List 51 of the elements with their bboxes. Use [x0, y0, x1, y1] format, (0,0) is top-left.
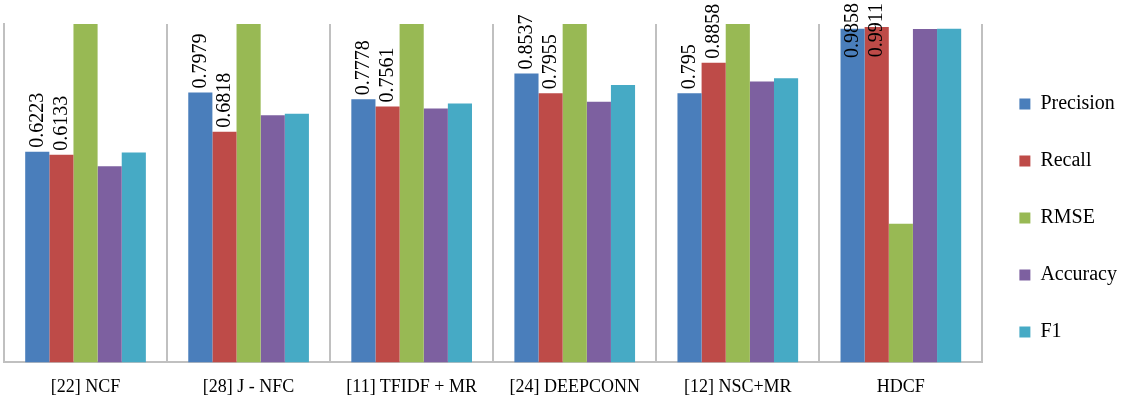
data-label: 0.7955 [537, 34, 560, 90]
data-label: 0.795 [676, 44, 699, 90]
bar [514, 73, 539, 363]
bar [236, 24, 261, 363]
data-label: 0.6223 [24, 92, 47, 148]
bar [701, 62, 726, 363]
data-label: 0.8858 [700, 3, 723, 59]
bar [749, 81, 774, 363]
x-tick-label: [28] J - NFC [202, 375, 295, 396]
bar [586, 101, 611, 363]
bar [423, 108, 448, 363]
bar [937, 28, 962, 363]
bar [212, 131, 237, 363]
bar [284, 113, 309, 363]
bar [447, 103, 472, 363]
bar [562, 24, 587, 363]
legend-label: RMSE [1040, 205, 1095, 228]
x-tick-label: [11] TFIDF + MR [346, 375, 477, 396]
x-tick-label: [24] DEEPCONN [509, 375, 640, 396]
x-tick-label: HDCF [876, 375, 925, 396]
bar [121, 152, 146, 363]
bar [610, 84, 636, 363]
bar [375, 106, 400, 363]
bar [538, 93, 563, 363]
bar [725, 24, 750, 363]
bar [888, 223, 913, 363]
bar [773, 78, 799, 363]
data-label: 0.7979 [187, 33, 210, 89]
bar [25, 151, 50, 363]
data-label: 0.9858 [839, 3, 862, 58]
legend-label: F1 [1040, 319, 1062, 342]
data-label: 0.6133 [48, 95, 71, 151]
bar [399, 24, 424, 363]
bar [677, 93, 702, 363]
legend-label: Precision [1040, 91, 1115, 114]
x-tick-label: [22] NCF [50, 375, 121, 396]
data-label: 0.8537 [513, 14, 536, 70]
legend-label: Recall [1040, 148, 1092, 171]
x-tick-label: [12] NSC+MR [683, 375, 792, 396]
data-label: 0.9911 [863, 2, 886, 58]
data-label: 0.7561 [374, 47, 397, 103]
bar [912, 29, 938, 363]
data-label: 0.6818 [211, 72, 234, 128]
legend-label: Accuracy [1040, 262, 1118, 286]
bar [73, 24, 98, 363]
bar [351, 99, 376, 363]
bar [97, 166, 122, 363]
bar [260, 115, 285, 363]
data-label: 0.7778 [350, 40, 373, 96]
bar [188, 92, 213, 363]
bar [49, 154, 74, 363]
